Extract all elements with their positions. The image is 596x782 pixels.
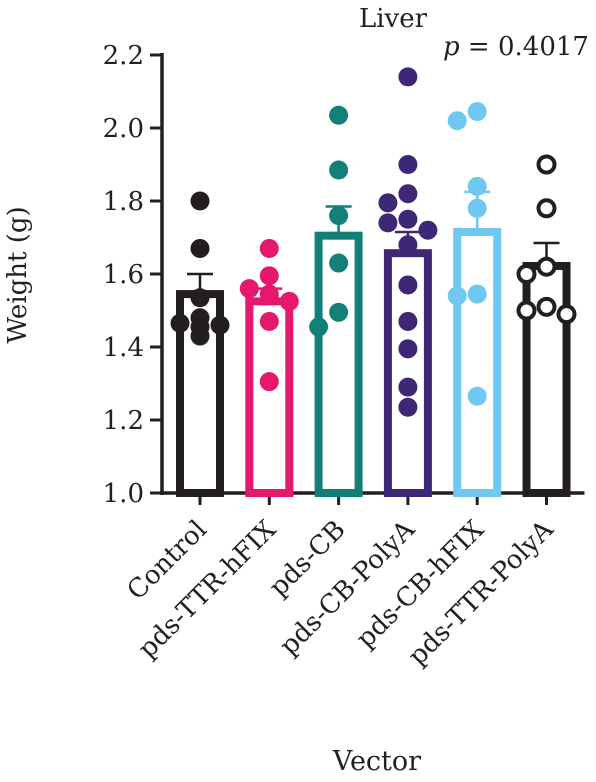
data-point (536, 296, 557, 317)
y-tick-label: 1.8 (103, 187, 144, 217)
p-value: = 0.4017 (460, 32, 589, 62)
data-point (398, 67, 418, 87)
data-point (536, 154, 557, 175)
data-point (279, 291, 299, 311)
data-point (378, 193, 398, 213)
data-point (398, 311, 418, 331)
chart-title: Liver (359, 4, 428, 34)
data-point (398, 397, 418, 417)
data-points (170, 67, 577, 417)
data-point (556, 304, 577, 325)
x-axis-label: Vector (332, 746, 421, 777)
data-point (239, 279, 259, 299)
data-point (398, 275, 418, 295)
data-point (259, 311, 279, 331)
data-point (398, 377, 418, 397)
data-point (516, 300, 537, 321)
data-point (190, 238, 210, 258)
data-point (378, 213, 398, 233)
data-point (447, 111, 467, 131)
data-point (467, 198, 487, 218)
data-point (467, 176, 487, 196)
data-point (536, 256, 557, 277)
data-point (398, 339, 418, 359)
data-point (447, 286, 467, 306)
y-tick-label: 1.6 (103, 260, 144, 290)
p-value-annotation: p = 0.4017 (443, 32, 589, 62)
data-point (259, 266, 279, 286)
y-tick-label: 1.2 (103, 406, 144, 436)
data-point (309, 317, 329, 337)
bar (314, 231, 363, 498)
data-point (190, 191, 210, 211)
data-point (329, 206, 349, 226)
data-point (190, 326, 210, 346)
data-point (398, 155, 418, 174)
y-axis-label: Weight (g) (3, 206, 33, 343)
data-point (329, 105, 349, 125)
data-point (190, 288, 210, 308)
y-tick-label: 1.0 (103, 479, 144, 509)
data-point (467, 386, 487, 406)
data-point (259, 238, 279, 258)
data-point (210, 315, 230, 335)
bar (453, 228, 502, 497)
data-point (398, 184, 418, 204)
data-point (516, 264, 537, 284)
data-point (536, 198, 557, 219)
data-point (259, 284, 279, 304)
p-symbol: p (443, 32, 460, 62)
data-point (398, 209, 418, 229)
y-tick-label: 2.2 (103, 41, 144, 71)
data-point (329, 253, 349, 273)
data-point (329, 160, 349, 180)
data-point (329, 302, 349, 322)
data-point (467, 284, 487, 304)
data-point (467, 102, 487, 122)
tick-labels: 1.01.21.41.61.82.02.2Controlpds-TTR-hFIX… (103, 41, 561, 672)
y-tick-label: 2.0 (103, 114, 144, 144)
y-tick-label: 1.4 (103, 333, 144, 363)
data-point (259, 372, 279, 392)
bars (176, 228, 571, 498)
data-point (398, 235, 418, 255)
data-point (170, 313, 190, 333)
data-point (418, 220, 438, 240)
